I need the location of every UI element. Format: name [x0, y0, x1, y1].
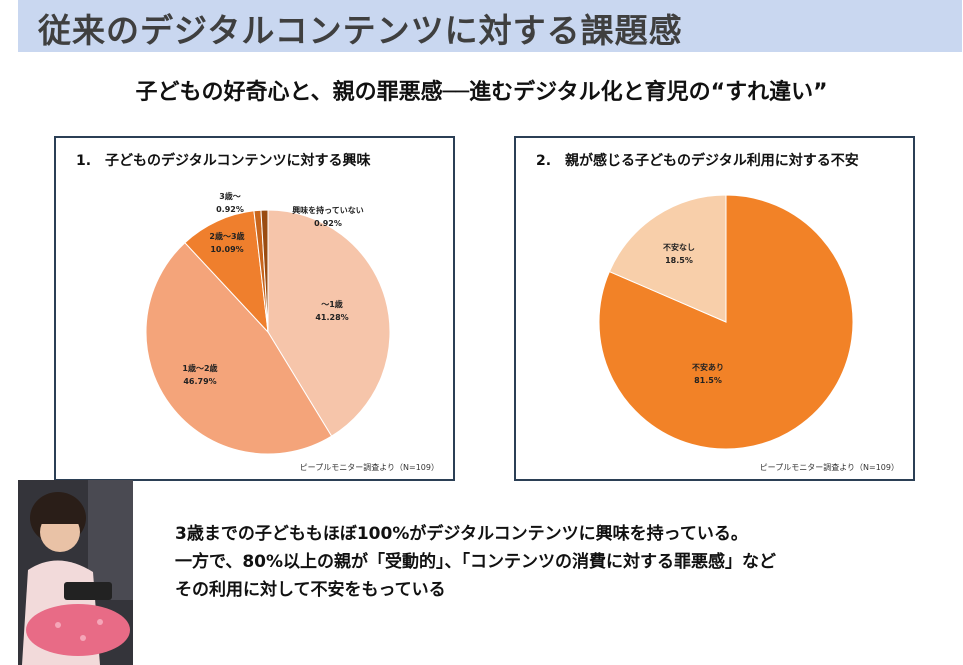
pie-slice [267, 209, 391, 437]
page-subtitle: 子どもの好奇心と、親の罪悪感──進むデジタル化と育児の“すれ違い” [135, 80, 828, 105]
slice-value-label: 41.28% [315, 313, 348, 322]
slice-label: 2歳～3歳 [209, 231, 244, 241]
page-title: 従来のデジタルコンテンツに対する課題感 [38, 11, 683, 50]
slice-label: ～1歳 [321, 299, 343, 309]
chart-source: ピープルモニター調査より（N=109） [299, 463, 439, 472]
pie-slice [184, 210, 269, 334]
pie-slice [608, 194, 727, 323]
slice-label: 1歳～2歳 [182, 363, 217, 373]
chart-anxiety: 2. 親が感じる子どものデジタル利用に対する不安 不安あり 81.5% 不安なし 18… [514, 136, 915, 481]
chart-interest: 1. 子どものデジタルコンテンツに対する興味 ～1歳 41.28% 1歳～2歳 46.… [54, 136, 455, 481]
summary-text: 3歳までの子どももほぼ100%がデジタルコンテンツに興味を持っている。 一方で、… [175, 520, 776, 604]
pie-chart-anxiety: 不安あり 81.5% 不安なし 18.5% [598, 194, 854, 450]
chart-title: 1. 子どものデジタルコンテンツに対する興味 [76, 153, 371, 169]
pie-chart-interest: ～1歳 41.28% 1歳～2歳 46.79% 2歳～3歳 10.09% 3歳～ 0.92% 興… [145, 191, 391, 455]
chart-source: ピープルモニター調査より（N=109） [759, 463, 899, 472]
child-photo [18, 480, 133, 665]
slice-label: 不安なし [663, 242, 695, 252]
chart-title: 2. 親が感じる子どものデジタル利用に対する不安 [536, 153, 859, 169]
slice-label: 不安あり [692, 362, 724, 372]
summary-line-2: 一方で、80%以上の親が「受動的」、「コンテンツの消費に対する罪悪感」など [175, 552, 777, 572]
summary-line-3: その利用に対して不安をもっている [175, 580, 446, 600]
slice-value-label: 46.79% [183, 377, 216, 386]
slice-value-label: 0.92% [314, 219, 342, 228]
slice-value-label: 0.92% [216, 205, 244, 214]
pie-slice [145, 241, 333, 455]
slice-value-label: 81.5% [694, 376, 722, 385]
slice-label: 3歳～ [219, 191, 241, 201]
title-bar: 従来のデジタルコンテンツに対する課題感 [18, 0, 962, 52]
slice-value-label: 10.09% [210, 245, 243, 254]
pie-slice [260, 209, 269, 333]
slice-value-label: 18.5% [665, 256, 693, 265]
slice-label: 興味を持っていない [292, 205, 364, 215]
summary-line-1: 3歳までの子どももほぼ100%がデジタルコンテンツに興味を持っている。 [175, 524, 748, 544]
